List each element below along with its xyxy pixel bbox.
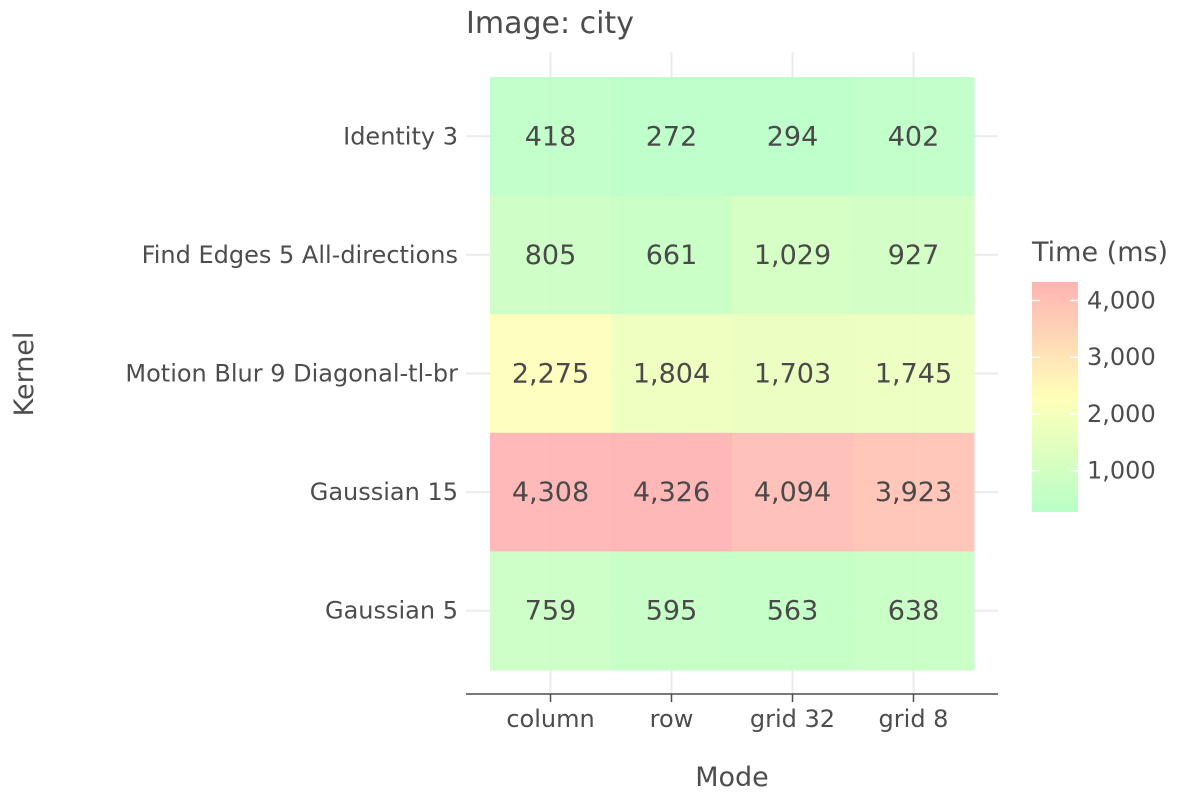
heatmap-cell: [732, 314, 854, 434]
cell-value-label: 1,804: [633, 359, 710, 390]
cell-value-label: 759: [525, 596, 577, 627]
legend-tick-label: 4,000: [1087, 286, 1156, 314]
y-tick-label: Motion Blur 9 Diagonal-tl-br: [125, 360, 458, 388]
cell-value-label: 927: [888, 240, 940, 271]
x-tick-label: grid 8: [879, 705, 949, 733]
cell-value-label: 3,923: [875, 477, 952, 508]
y-tick-label: Gaussian 5: [325, 597, 458, 625]
cell-value-label: 4,094: [754, 477, 831, 508]
cell-value-label: 418: [525, 121, 577, 152]
y-axis-ticks: Identity 3 Find Edges 5 All-directions Mot…: [125, 122, 458, 624]
heatmap-cell: [490, 195, 612, 315]
legend-ticks: 1,000 2,000 3,000 4,000: [1032, 286, 1156, 485]
legend-colorbar: [1032, 282, 1078, 512]
heatmap-cell: [732, 432, 854, 552]
heatmap-cell: [853, 432, 975, 552]
heatmap-cell: [853, 551, 975, 671]
legend-title: Time (ms): [1031, 237, 1168, 268]
cell-value-label: 563: [767, 596, 819, 627]
heatmap-cells: [490, 77, 975, 671]
cell-value-label: 1,703: [754, 359, 831, 390]
cell-value-label: 4,326: [633, 477, 710, 508]
heatmap-cell: [490, 314, 612, 434]
heatmap-cell: [732, 551, 854, 671]
heatmap-cell: [732, 195, 854, 315]
heatmap-cell: [853, 77, 975, 197]
cell-value-label: 595: [646, 596, 698, 627]
y-tick-label: Identity 3: [343, 122, 458, 150]
cell-value-label: 661: [646, 240, 698, 271]
x-tick-label: column: [506, 705, 594, 733]
cell-value-label: 805: [525, 240, 577, 271]
y-tick-label: Find Edges 5 All-directions: [142, 241, 458, 269]
y-tick-label: Gaussian 15: [310, 478, 458, 506]
heatmap-cell: [853, 314, 975, 434]
cell-value-label: 2,275: [512, 359, 589, 390]
cell-value-label: 294: [767, 121, 819, 152]
heatmap-cell: [611, 432, 733, 552]
heatmap-cell: [611, 195, 733, 315]
y-axis-title: Kernel: [9, 332, 40, 417]
heatmap-cell: [853, 195, 975, 315]
legend-tick-label: 2,000: [1087, 400, 1156, 428]
heatmap-cell: [732, 77, 854, 197]
cell-labels: 418 272 294 402 805 661 1,029 927 2,275 1,804 1,70…: [512, 121, 952, 626]
heatmap-cell: [611, 551, 733, 671]
x-tick-label: row: [650, 705, 694, 733]
heatmap-cell: [611, 77, 733, 197]
x-tick-label: grid 32: [750, 705, 835, 733]
heatmap-cell: [611, 314, 733, 434]
legend-tick-label: 3,000: [1087, 343, 1156, 371]
heatmap-cell: [490, 77, 612, 197]
legend-tick-label: 1,000: [1087, 457, 1156, 485]
x-axis-ticks: column row grid 32 grid 8: [506, 694, 948, 733]
heatmap-cell: [490, 432, 612, 552]
cell-value-label: 402: [888, 121, 940, 152]
cell-value-label: 1,029: [754, 240, 831, 271]
cell-value-label: 1,745: [875, 359, 952, 390]
x-axis-title: Mode: [695, 762, 769, 793]
cell-value-label: 272: [646, 121, 698, 152]
chart-title: Image: city: [466, 6, 634, 41]
cell-value-label: 4,308: [512, 477, 589, 508]
cell-value-label: 638: [888, 596, 940, 627]
heatmap-cell: [490, 551, 612, 671]
